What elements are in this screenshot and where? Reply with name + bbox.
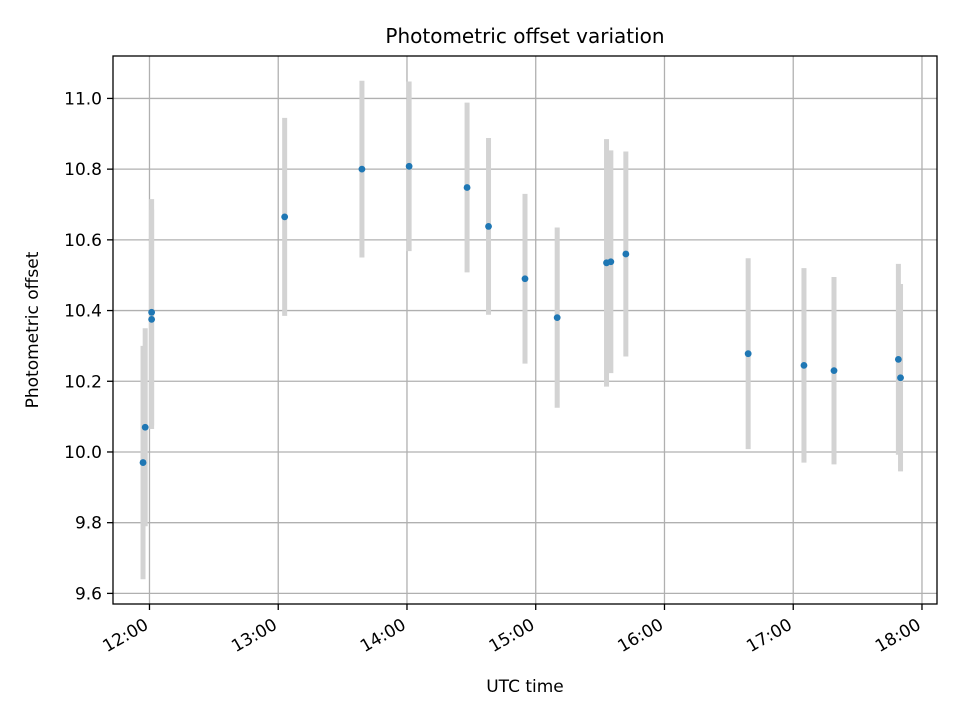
x-tick-label: 17:00 bbox=[743, 615, 795, 657]
y-tick-label: 10.8 bbox=[64, 160, 102, 180]
data-point bbox=[141, 423, 149, 431]
data-point bbox=[894, 355, 902, 363]
x-axis-label: UTC time bbox=[486, 677, 564, 697]
y-tick-label: 10.2 bbox=[64, 372, 102, 392]
y-axis-label: Photometric offset bbox=[23, 251, 43, 408]
error-bars bbox=[140, 80, 904, 580]
x-tick-label: 14:00 bbox=[357, 615, 409, 657]
y-tick-label: 10.0 bbox=[64, 443, 102, 463]
data-point bbox=[521, 275, 529, 283]
data-point bbox=[830, 367, 838, 375]
data-points bbox=[139, 162, 904, 466]
x-tick-label: 18:00 bbox=[872, 615, 924, 657]
y-tick-label: 10.6 bbox=[64, 231, 102, 251]
x-tick-label: 12:00 bbox=[100, 615, 152, 657]
x-axis-ticks: 12:00 13:00 14:00 15:00 16:00 17:00 18:00 bbox=[100, 604, 924, 657]
data-point bbox=[148, 308, 156, 316]
chart-title: Photometric offset variation bbox=[385, 24, 664, 48]
y-tick-label: 10.4 bbox=[64, 302, 102, 322]
data-point bbox=[800, 361, 808, 369]
y-tick-label: 9.8 bbox=[75, 514, 102, 534]
y-tick-label: 11.0 bbox=[64, 89, 102, 109]
data-point bbox=[553, 314, 561, 322]
x-tick-label: 15:00 bbox=[486, 615, 538, 657]
data-point bbox=[744, 350, 752, 358]
data-point bbox=[622, 250, 630, 258]
data-point bbox=[139, 459, 147, 466]
y-tick-label: 9.6 bbox=[75, 584, 102, 604]
y-axis-ticks: 9.6 9.8 10.0 10.2 10.4 10.6 10.8 11.0 bbox=[64, 89, 113, 604]
data-point bbox=[607, 258, 615, 266]
data-point bbox=[281, 213, 289, 221]
data-point bbox=[485, 223, 492, 230]
data-point bbox=[405, 162, 413, 170]
data-point bbox=[463, 184, 471, 191]
x-tick-label: 13:00 bbox=[228, 615, 280, 657]
x-tick-label: 16:00 bbox=[615, 615, 667, 657]
plot-frame bbox=[112, 55, 938, 605]
data-point bbox=[897, 374, 904, 382]
data-point bbox=[148, 315, 156, 323]
data-point bbox=[358, 165, 366, 173]
